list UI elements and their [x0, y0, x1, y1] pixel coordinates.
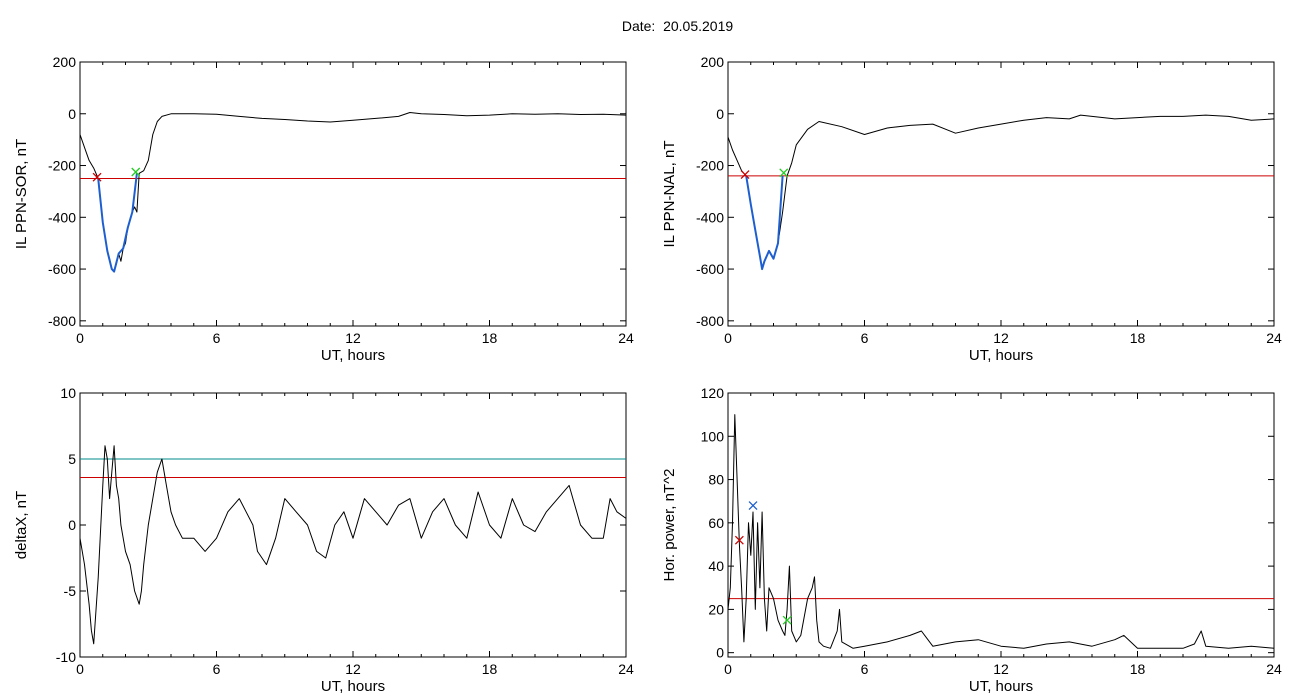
panel-il_ppn_sor: 0 6 12 18 24 -800 -600 -400 -200 0 200 UT, hours IL …	[13, 54, 634, 364]
data-trace-line	[79, 445, 627, 645]
marker-start	[92, 172, 102, 182]
x-tick-label: 12	[993, 661, 1009, 677]
x-tick-label: 0	[76, 661, 84, 677]
y-tick-label: 0	[68, 106, 76, 122]
y-tick-label: -400	[48, 209, 76, 225]
y-tick-label: 200	[53, 54, 77, 70]
y-tick-label: 5	[68, 451, 76, 467]
marker-end	[131, 167, 141, 177]
y-tick-label: 100	[701, 428, 725, 444]
y-tick-label: 0	[716, 106, 724, 122]
data-trace-line	[727, 414, 1275, 649]
y-tick-label: 10	[60, 385, 76, 401]
panel-delta_x: 0 6 12 18 24 -10 -5 0 5 10 UT, hours deltaX, nT	[13, 385, 634, 695]
x-tick-label: 18	[482, 661, 498, 677]
plot-frame	[727, 61, 1275, 327]
x-tick-label: 18	[1130, 330, 1146, 346]
x-tick-label: 6	[213, 330, 221, 346]
y-axis-label: Hor. power, nT^2	[661, 469, 678, 582]
plot-frame	[727, 392, 1275, 658]
marker-start	[734, 535, 744, 545]
x-tick-label: 6	[861, 330, 869, 346]
panel-hor_power: 0 6 12 18 24 0 20 40 60 80 100 120 UT, hours Hor. pow…	[661, 385, 1282, 695]
data-trace-line	[727, 114, 1275, 270]
event-segment-line	[97, 173, 138, 273]
x-tick-label: 24	[618, 330, 634, 346]
figure-title: Date: 20.05.2019	[621, 18, 734, 34]
y-tick-label: -10	[56, 649, 76, 665]
x-tick-label: 12	[345, 330, 361, 346]
y-tick-label: 0	[68, 517, 76, 533]
plot-frame	[79, 392, 627, 658]
y-tick-label: 80	[708, 472, 724, 488]
marker-peak	[748, 501, 758, 510]
x-axis-label: UT, hours	[969, 678, 1033, 695]
x-tick-label: 18	[1130, 661, 1146, 677]
y-tick-label: 40	[708, 558, 724, 574]
x-tick-label: 24	[1266, 661, 1282, 677]
x-tick-label: 12	[345, 661, 361, 677]
marker-start	[740, 170, 750, 180]
y-axis-label: IL PPN-NAL, nT	[661, 141, 678, 248]
y-tick-label: -600	[48, 261, 76, 277]
marker-end	[779, 168, 789, 178]
x-tick-label: 0	[76, 330, 84, 346]
y-tick-label: 120	[701, 385, 725, 401]
x-axis-label: UT, hours	[969, 347, 1033, 364]
y-tick-label: 60	[708, 515, 724, 531]
y-tick-label: -200	[696, 158, 724, 174]
x-axis-label: UT, hours	[321, 678, 385, 695]
event-segment-line	[745, 175, 784, 271]
x-tick-label: 6	[861, 661, 869, 677]
marker-end	[782, 615, 792, 625]
y-tick-label: 0	[716, 645, 724, 661]
data-trace-line	[79, 112, 627, 273]
y-tick-label: -600	[696, 261, 724, 277]
y-tick-label: -800	[696, 313, 724, 329]
panel-il_ppn_nal: 0 6 12 18 24 -800 -600 -400 -200 0 200 UT, hours IL …	[661, 54, 1282, 364]
y-tick-label: 200	[701, 54, 725, 70]
x-tick-label: 24	[618, 661, 634, 677]
y-tick-label: -5	[64, 583, 77, 599]
y-tick-label: 20	[708, 601, 724, 617]
y-tick-label: -200	[48, 158, 76, 174]
y-axis-label: deltaX, nT	[13, 491, 30, 559]
x-tick-label: 18	[482, 330, 498, 346]
x-tick-label: 24	[1266, 330, 1282, 346]
x-tick-label: 6	[213, 661, 221, 677]
x-tick-label: 12	[993, 330, 1009, 346]
y-tick-label: -400	[696, 209, 724, 225]
x-tick-label: 0	[724, 661, 732, 677]
y-axis-label: IL PPN-SOR, nT	[13, 139, 30, 249]
x-axis-label: UT, hours	[321, 347, 385, 364]
y-tick-label: -800	[48, 313, 76, 329]
plot-frame	[79, 61, 627, 327]
x-tick-label: 0	[724, 330, 732, 346]
